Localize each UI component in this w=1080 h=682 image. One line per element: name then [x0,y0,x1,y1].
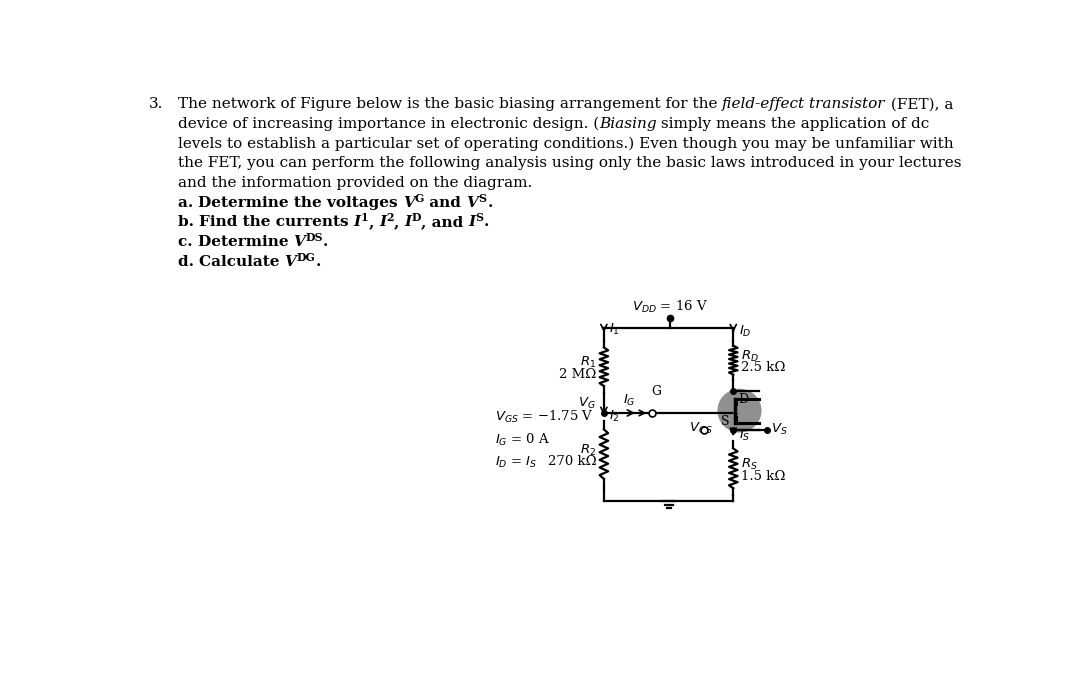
Text: device of increasing importance in electronic design. (: device of increasing importance in elect… [177,117,599,131]
Text: 2.5 kΩ: 2.5 kΩ [741,361,785,374]
Text: 1: 1 [361,212,368,224]
Text: V: V [285,254,297,269]
Text: $I_S$: $I_S$ [739,428,751,443]
Text: a.: a. [177,196,198,210]
Text: $R_2$: $R_2$ [580,443,596,458]
Circle shape [718,390,760,432]
Text: $I_D$: $I_D$ [739,324,752,339]
Text: (FET), a: (FET), a [886,98,953,111]
Text: Determine the voltages: Determine the voltages [198,196,403,210]
Text: I: I [379,216,387,229]
Text: .: . [488,196,492,210]
Text: S: S [721,415,729,428]
Text: $R_S$: $R_S$ [741,457,758,472]
Text: D: D [739,393,748,406]
Text: V: V [403,196,415,210]
Text: 2: 2 [387,212,394,224]
Text: $I_G$: $I_G$ [623,392,636,408]
Text: field-effect transistor: field-effect transistor [723,98,886,111]
Text: D: D [411,212,421,224]
Text: ,: , [394,216,400,229]
Text: 1.5 kΩ: 1.5 kΩ [741,470,785,483]
Text: S: S [478,193,486,204]
Text: 270 kΩ: 270 kΩ [548,456,596,469]
Text: $V_{GS}$: $V_{GS}$ [689,421,713,436]
Text: and: and [424,196,467,210]
Text: .: . [315,254,321,269]
Text: I: I [405,216,411,229]
Text: DS: DS [306,232,323,243]
Text: 2 MΩ: 2 MΩ [558,368,596,381]
Text: G: G [651,385,661,398]
Text: the FET, you can perform the following analysis using only the basic laws introd: the FET, you can perform the following a… [177,156,961,170]
Text: Find the currents: Find the currents [199,216,354,229]
Text: ,: , [368,216,374,229]
Text: Determine: Determine [198,235,294,249]
Text: $I_2$: $I_2$ [608,409,619,424]
Text: $V_S$: $V_S$ [770,422,787,437]
Text: c.: c. [177,235,198,249]
Text: b.: b. [177,216,199,229]
Text: , and: , and [421,216,469,229]
Text: 3.: 3. [149,98,163,111]
Text: DG: DG [297,252,315,263]
Text: d.: d. [177,254,199,269]
Text: $R_D$: $R_D$ [741,349,759,364]
Text: .: . [484,216,489,229]
Text: I: I [469,216,476,229]
Text: simply means the application of dc: simply means the application of dc [657,117,930,131]
Text: S: S [476,212,484,224]
Text: $V_{DD}$ = 16 V: $V_{DD}$ = 16 V [632,299,707,315]
Text: .: . [323,235,328,249]
Text: The network of Figure below is the basic biasing arrangement for the: The network of Figure below is the basic… [177,98,723,111]
Text: $I_D$ = $I_S$: $I_D$ = $I_S$ [496,456,538,471]
Text: $R_1$: $R_1$ [580,355,596,370]
Text: V: V [467,196,478,210]
Text: levels to establish a particular set of operating conditions.) Even though you m: levels to establish a particular set of … [177,136,954,151]
Text: +: + [729,409,739,419]
Text: and the information provided on the diagram.: and the information provided on the diag… [177,176,531,190]
Text: $I_1$: $I_1$ [609,321,620,336]
Text: Calculate: Calculate [199,254,285,269]
Text: G: G [415,193,424,204]
Text: V: V [294,235,306,249]
Text: $I_G$ = 0 A: $I_G$ = 0 A [496,432,551,448]
Text: $V_{GS}$ = −1.75 V: $V_{GS}$ = −1.75 V [496,409,594,425]
Text: $V_G$: $V_G$ [579,396,596,411]
Text: I: I [354,216,361,229]
Text: Biasing: Biasing [599,117,657,131]
